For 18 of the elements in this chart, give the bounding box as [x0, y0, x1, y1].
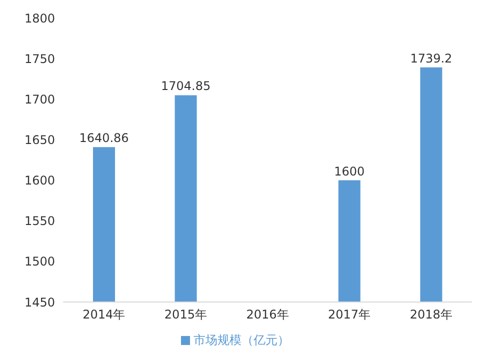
legend-label: 市场规模（亿元） [194, 333, 290, 347]
x-tick-label: 2014年 [82, 308, 126, 322]
data-label: 1640.86 [79, 131, 129, 146]
x-tick-label: 2017年 [328, 308, 371, 322]
y-tick-label: 1650 [24, 132, 55, 147]
y-tick-label: 1550 [24, 214, 55, 228]
y-tick-label: 1500 [24, 254, 55, 269]
y-tick-label: 1450 [24, 295, 55, 310]
data-label: 1704.85 [160, 79, 211, 94]
y-tick-label: 1750 [24, 52, 55, 66]
x-tick-label: 2015年 [164, 308, 207, 322]
data-label: 1739.2 [410, 51, 452, 66]
y-tick-label: 1700 [24, 92, 55, 106]
x-tick-label: 2016年 [246, 308, 289, 322]
y-tick-label: 1800 [24, 11, 55, 26]
x-tick-label: 2018年 [410, 308, 452, 322]
data-label: 1600 [334, 164, 365, 178]
y-tick-label: 1600 [24, 174, 55, 188]
